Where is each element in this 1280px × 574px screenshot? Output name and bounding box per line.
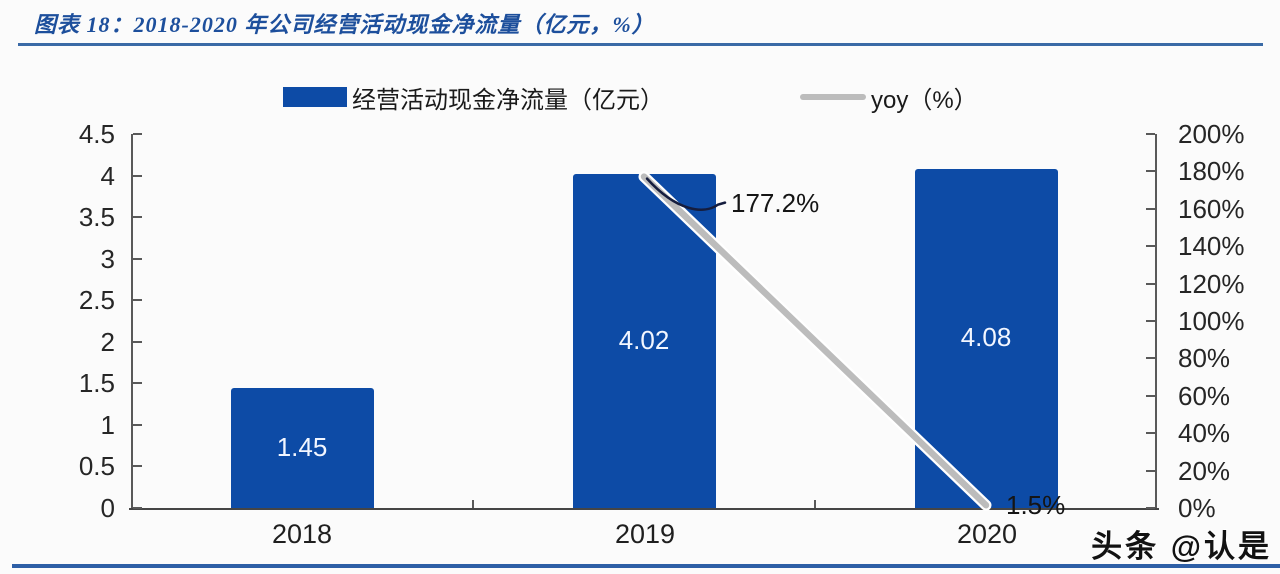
right-axis-tick-label: 200% (1178, 119, 1245, 149)
right-axis-tick (1146, 394, 1155, 397)
right-axis-tick (1146, 282, 1155, 285)
left-axis-tick (133, 340, 142, 343)
right-axis-tick-label: 140% (1178, 231, 1245, 262)
x-axis-label-2019: 2019 (614, 519, 676, 549)
left-axis-tick-label: 2 (100, 326, 115, 357)
left-axis-tick (133, 257, 142, 260)
watermark: 头条 @认是 (1091, 529, 1272, 564)
right-axis-tick (1146, 170, 1155, 173)
left-axis-tick (133, 133, 142, 135)
left-axis-tick (133, 507, 142, 509)
line-legend-label: yoy（%） (871, 86, 978, 114)
left-axis-tick-label: 3 (100, 243, 115, 274)
right-axis-tick (1146, 133, 1155, 135)
yoy-line-svg (638, 171, 992, 511)
bar-2018: 1.45 (230, 387, 374, 508)
left-axis-tick (133, 174, 142, 177)
legend-item-line: yoy（%） (800, 83, 978, 114)
right-axis-tick-label: 60% (1178, 380, 1231, 411)
right-axis-line (1155, 134, 1157, 508)
left-axis-tick-label: 2.5 (78, 285, 115, 316)
x-axis-label-2018: 2018 (271, 519, 333, 549)
right-axis-tick-label: 120% (1178, 268, 1245, 299)
right-axis-labels: 200% 180% 160% 140% 120% 100% 80% 60% 40% 20% 0% (1178, 119, 1278, 523)
bar-value-label: 4.02 (618, 324, 670, 355)
left-axis-tick-label: 4 (100, 160, 115, 191)
yoy-line (640, 173, 990, 509)
right-axis-tick-label: 0% (1178, 493, 1216, 523)
x-axis-tick (472, 500, 474, 508)
right-axis-tick (1146, 507, 1155, 509)
left-axis-tick-label: 0 (100, 493, 115, 523)
callout-leader-line (645, 177, 727, 211)
left-axis-tick-label: 3.5 (78, 202, 115, 233)
bottom-rule (12, 564, 1280, 568)
left-axis-tick-label: 4.5 (78, 119, 115, 149)
right-axis-tick (1146, 357, 1155, 360)
x-axis-line (129, 508, 1159, 510)
right-axis-tick-label: 20% (1178, 455, 1231, 486)
bar-value-label: 1.45 (276, 431, 328, 462)
left-axis-tick-label: 1 (100, 409, 115, 440)
left-axis-tick (133, 299, 142, 302)
left-axis-tick (133, 465, 142, 468)
right-axis-tick (1146, 245, 1155, 248)
x-axis-label-2020: 2020 (956, 519, 1018, 549)
right-axis-tick-label: 180% (1178, 156, 1245, 187)
right-axis-tick-label: 40% (1178, 418, 1231, 449)
bar-legend-swatch-icon (283, 87, 347, 107)
left-axis-tick-label: 1.5 (78, 368, 115, 399)
left-axis-tick (133, 423, 142, 426)
right-axis-tick (1146, 469, 1155, 472)
annotation-yoy-2020: 1.5% (1006, 490, 1066, 520)
right-axis-tick (1146, 320, 1155, 322)
left-axis-labels: 4.5 4 3.5 3 2.5 2 1.5 1 0.5 0 (0, 119, 115, 523)
line-legend-swatch-icon (800, 94, 866, 100)
left-axis-tick (133, 216, 142, 219)
right-axis-tick-label: 100% (1178, 306, 1245, 336)
right-axis-tick-label: 80% (1178, 343, 1231, 374)
right-axis-tick (1146, 207, 1155, 210)
figure-title: 图表 18：2018-2020 年公司经营活动现金净流量（亿元，%） (34, 12, 655, 37)
bar-2020: 4.08 (914, 168, 1058, 508)
legend-item-bar: 经营活动现金净流量（亿元） (283, 83, 664, 114)
left-axis-tick-label: 0.5 (78, 451, 115, 482)
bar-value-label: 4.08 (960, 322, 1012, 353)
left-axis-line (131, 134, 133, 508)
annotation-yoy-2019: 177.2% (731, 188, 820, 218)
right-axis-tick (1146, 432, 1155, 435)
bar-legend-label: 经营活动现金净流量（亿元） (352, 86, 664, 114)
left-axis-tick (133, 382, 142, 385)
title-rule (18, 43, 1263, 46)
right-axis-tick-label: 160% (1178, 193, 1245, 224)
plot-area: 1.45 4.02 4.08 (129, 133, 1159, 511)
x-axis-tick (814, 500, 816, 508)
